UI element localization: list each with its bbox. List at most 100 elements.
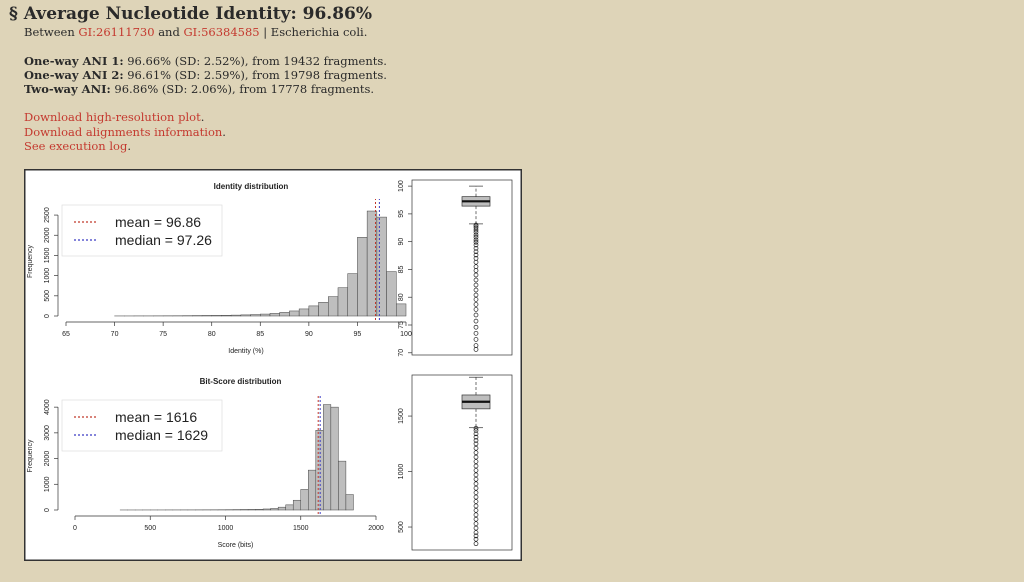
download-link[interactable]: Download alignments information [24,124,223,139]
outlier [473,302,479,307]
outlier [473,234,479,240]
y-tick-label: 2000 [44,227,51,243]
outlier [473,431,479,437]
x-tick-label: 65 [62,331,70,338]
outlier [473,508,479,513]
histogram-bar [386,271,397,317]
x-tick-label: 1500 [293,525,309,532]
x-tick-label: 100 [400,331,412,338]
download-link[interactable]: Download high-resolution plot [24,110,201,124]
outlier [473,476,479,482]
box-frame [411,179,513,356]
y-tick-label: 80 [398,293,405,301]
x-tick-label: 75 [159,331,167,338]
outlier [473,481,479,487]
organism: | Escherichia coli. [263,25,368,39]
text: and [158,25,180,39]
outlier [473,434,479,440]
stat-text: 96.86% (SD: 2.06%), from 17778 fragments… [114,82,375,96]
y-tick-label: 95 [398,210,405,218]
download-link[interactable]: See execution log [24,139,128,153]
y-tick-label: 4000 [44,399,51,415]
outlier [473,450,479,456]
outlier [473,245,479,251]
outlier [473,454,479,460]
text: Between [24,25,75,39]
y-tick-label: 0 [44,314,51,318]
outlier [473,324,479,330]
x-tick-label: 95 [354,331,362,338]
outlier [473,472,479,478]
x-tick-label: 70 [111,331,119,338]
histogram-bar [289,310,300,317]
outlier [473,297,479,302]
gi-link[interactable]: GI:56384585 [183,25,260,39]
legend-label: mean = 96.86 [115,214,201,230]
outlier [473,287,479,293]
y-tick-label: 100 [398,180,405,192]
y-tick-label: 90 [398,238,405,246]
y-axis-label: Frequency [27,244,34,278]
outlier [473,530,479,535]
histogram-bar [308,305,319,317]
y-tick-label: 70 [398,349,405,357]
outlier [473,499,479,504]
outlier [473,232,479,238]
outlier [473,525,479,531]
outlier [473,533,479,539]
stat-text: 96.66% (SD: 2.52%), from 19432 fragments… [127,54,387,68]
histogram-bar [262,508,271,511]
outlier [473,441,479,447]
outlier [473,516,479,522]
histogram-bar [298,308,310,317]
histogram-bar [396,303,407,317]
stat-line: Two-way ANI: 96.86% (SD: 2.06%), from 17… [24,82,374,96]
x-tick-label: 85 [256,331,264,338]
histogram-bar [260,313,271,317]
chart-title: Identity distribution [214,182,289,191]
outlier [473,227,479,233]
outlier [473,312,479,318]
y-tick-label: 1000 [44,268,51,284]
x-tick-label: 1000 [218,525,234,532]
outlier [473,428,479,433]
y-tick-label: 1500 [398,408,405,424]
y-tick-label: 500 [398,521,405,533]
x-tick-label: 500 [144,525,156,532]
outlier [473,490,479,495]
outlier [473,318,479,324]
histogram-bar [308,469,317,511]
histogram-bar [255,509,264,511]
histogram-bar [247,509,256,511]
y-tick-label: 85 [398,265,405,273]
outlier [473,468,479,473]
outlier [473,277,479,283]
x-tick-label: 80 [208,331,216,338]
histogram-bar [292,499,302,511]
gi-link[interactable]: GI:26111730 [78,25,155,39]
histogram-bar [330,406,339,511]
stat-label: One-way ANI 2: [24,68,124,82]
outlier [473,347,479,352]
plot-image: Identity distribution Identity (%) Frequen… [24,169,522,561]
y-tick-label: 2500 [44,207,51,223]
chart-title: Bit-Score distribution [200,377,282,386]
y-tick-label: 75 [398,321,405,329]
outlier [473,521,479,527]
between-line: Between GI:26111730 and GI:56384585 | Es… [24,25,367,39]
outlier [473,494,479,500]
legend-label: median = 97.26 [115,232,212,248]
y-tick-label: 2000 [44,451,51,467]
histogram-bar [269,313,280,317]
stat-label: Two-way ANI: [24,82,111,96]
x-tick-label: 2000 [368,525,384,532]
outlier [473,237,479,243]
text: . [127,139,131,153]
x-axis-label: Identity (%) [228,348,263,355]
legend-box [61,204,223,257]
y-tick-label: 1000 [44,476,51,492]
outlier [473,541,479,547]
outlier [473,225,479,231]
histogram-bar [250,314,261,317]
